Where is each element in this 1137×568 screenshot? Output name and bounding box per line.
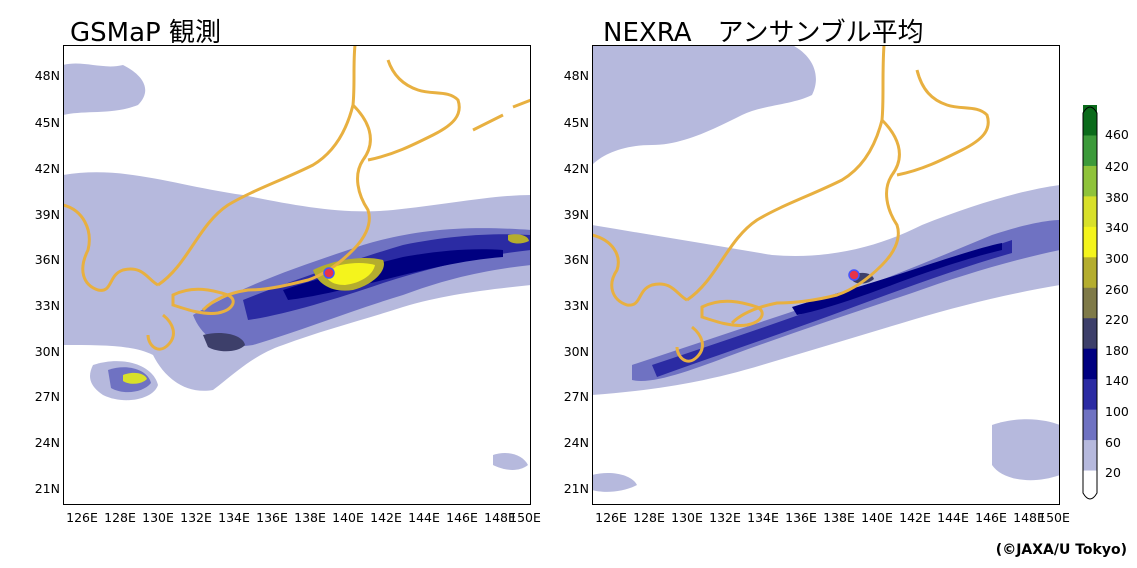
colorbar-label: 140 [1105, 373, 1129, 388]
colorbar-swatch [1083, 135, 1097, 167]
colorbar-swatch [1083, 470, 1097, 501]
lat-tick-label: 48N [563, 68, 589, 83]
lat-tick-label: 21N [563, 481, 589, 496]
lon-tick-label: 136E [256, 510, 288, 525]
colorbar-swatch [1083, 409, 1097, 441]
lat-tick-label: 21N [34, 481, 60, 496]
lon-tick-label: 138E [294, 510, 326, 525]
precip-field-heavy [652, 240, 1012, 377]
gsmap-title: GSMaP 観測 [70, 18, 221, 48]
colorbar [1082, 105, 1098, 501]
lon-tick-label: 146E [446, 510, 478, 525]
colorbar-swatch [1083, 226, 1097, 258]
lat-tick-label: 27N [563, 389, 589, 404]
lat-tick-label: 36N [563, 252, 589, 267]
lon-tick-label: 132E [180, 510, 212, 525]
colorbar-label: 100 [1105, 404, 1129, 419]
lat-tick-label: 39N [34, 207, 60, 222]
lon-tick-label: 144E [408, 510, 440, 525]
lon-tick-label: 132E [709, 510, 741, 525]
lon-tick-label: 142E [899, 510, 931, 525]
gsmap-precip-map [63, 45, 531, 505]
lon-tick-label: 150E [509, 510, 541, 525]
nexra-precip-map [592, 45, 1060, 505]
colorbar-label: 460 [1105, 127, 1129, 142]
lat-tick-label: 33N [34, 298, 60, 313]
colorbar-label: 220 [1105, 312, 1129, 327]
lon-tick-label: 136E [785, 510, 817, 525]
lat-tick-label: 42N [563, 161, 589, 176]
lat-tick-label: 24N [563, 435, 589, 450]
map-frame [592, 45, 1060, 505]
lat-tick-label: 45N [563, 115, 589, 130]
colorbar-label: 20 [1105, 465, 1121, 480]
nexra-title: NEXRA アンサンブル平均 [603, 18, 924, 48]
colorbar-label: 380 [1105, 190, 1129, 205]
lon-tick-label: 134E [218, 510, 250, 525]
coastline [592, 45, 990, 363]
lon-tick-label: 126E [66, 510, 98, 525]
colorbar-swatch [1083, 348, 1097, 380]
lon-tick-label: 130E [671, 510, 703, 525]
lon-tick-label: 142E [370, 510, 402, 525]
precip-field-peak [123, 234, 529, 384]
lat-tick-label: 30N [563, 344, 589, 359]
colorbar-label: 60 [1105, 435, 1121, 450]
colorbar-label: 340 [1105, 220, 1129, 235]
colorbar-swatch [1083, 318, 1097, 350]
tokyo-marker [848, 269, 860, 281]
lat-tick-label: 30N [34, 344, 60, 359]
lon-tick-label: 130E [142, 510, 174, 525]
lon-tick-label: 150E [1038, 510, 1070, 525]
colorbar-swatch [1083, 379, 1097, 411]
lon-tick-label: 148E [484, 510, 516, 525]
tokyo-marker [323, 267, 335, 279]
colorbar-swatch [1083, 287, 1097, 319]
lon-tick-label: 146E [975, 510, 1007, 525]
colorbar-swatch [1083, 165, 1097, 197]
copyright-credit: (©JAXA/U Tokyo) [995, 542, 1127, 558]
lon-tick-label: 128E [104, 510, 136, 525]
lon-tick-label: 144E [937, 510, 969, 525]
lat-tick-label: 33N [563, 298, 589, 313]
colorbar-label: 260 [1105, 282, 1129, 297]
colorbar-label: 180 [1105, 343, 1129, 358]
lon-tick-label: 148E [1013, 510, 1045, 525]
lat-tick-label: 24N [34, 435, 60, 450]
lat-tick-label: 36N [34, 252, 60, 267]
lon-tick-label: 140E [332, 510, 364, 525]
colorbar-swatch [1083, 440, 1097, 472]
colorbar-swatch [1083, 105, 1097, 136]
lat-tick-label: 39N [563, 207, 589, 222]
lon-tick-label: 126E [595, 510, 627, 525]
lon-tick-label: 140E [861, 510, 893, 525]
map-frame [63, 45, 531, 505]
lon-tick-label: 134E [747, 510, 779, 525]
lon-tick-label: 128E [633, 510, 665, 525]
lat-tick-label: 48N [34, 68, 60, 83]
lon-tick-label: 138E [823, 510, 855, 525]
coastline [63, 45, 531, 351]
colorbar-label: 300 [1105, 251, 1129, 266]
colorbar-swatch [1083, 257, 1097, 289]
lat-tick-label: 42N [34, 161, 60, 176]
colorbar-swatch [1083, 196, 1097, 228]
lat-tick-label: 27N [34, 389, 60, 404]
colorbar-label: 420 [1105, 159, 1129, 174]
lat-tick-label: 45N [34, 115, 60, 130]
